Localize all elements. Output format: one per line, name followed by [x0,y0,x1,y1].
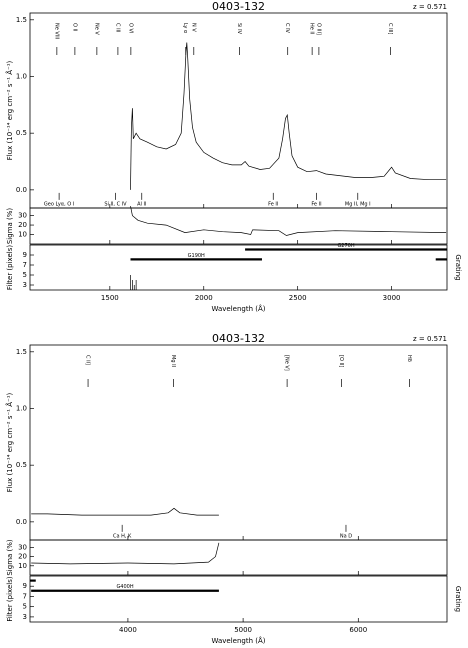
x-axis-label: Wavelength (Å) [211,304,265,313]
absorption-label: Fe II [311,201,321,207]
x-tick-label: 2500 [289,294,307,302]
absorption-label: Ca H, K [113,533,132,539]
emission-label: [Ne V] [284,355,290,371]
y-tick-label: 10 [18,231,27,239]
emission-label: Si IV [236,23,242,35]
y-tick-label: 20 [18,221,27,229]
x-tick-label: 1500 [101,294,119,302]
y-tick-label: 10 [18,562,27,570]
y-tick-label: 7 [23,261,27,269]
panel-title: 0403-132 [212,332,265,345]
plot-frame [29,344,448,541]
grating-label: G190H [188,253,205,259]
y-tick-label: 0.5 [16,461,27,469]
flux-line [130,42,447,190]
panel-title: 0403-132 [212,0,265,13]
emission-label: Ly α [182,23,188,34]
y-tick-label: 30 [18,212,27,220]
emission-label: Hδ [406,355,412,362]
y-axis-label: Filter (pixels) [6,245,14,291]
emission-label: [O II] [338,355,344,367]
emission-label: O II [71,23,77,31]
absorption-label: Geo Lyα, O I [44,201,74,207]
y-tick-label: 7 [23,592,27,600]
redshift: z = 0.571 [413,3,447,11]
emission-label: He II [309,23,315,34]
y-tick-label: 1.0 [16,404,27,412]
x-tick-label: 5000 [234,626,252,634]
absorption-label: Na D [340,533,352,539]
absorption-label: Si II, C IV [104,201,127,207]
y-tick-label: 0.5 [16,129,27,137]
y-tick-label: 9 [23,582,27,590]
y-tick-label: 20 [18,553,27,561]
y-tick-label: 1.0 [16,72,27,80]
plot-frame [29,244,448,291]
plot-frame [29,539,448,576]
absorption-label: Mg II, Mg I [345,201,371,207]
y-tick-label: 5 [23,603,27,611]
flux-line [31,507,219,516]
y-axis-label: Sigma (%) [6,539,14,576]
plot-frame [29,207,448,245]
y-tick-label: 3 [23,281,27,289]
y-tick-label: 9 [23,251,27,259]
sigma-line [31,542,220,565]
y-tick-label: 30 [18,543,27,551]
grating-label: G400H [116,584,133,590]
emission-label: Ne V [93,23,99,35]
emission-label: N V [190,23,196,32]
emission-label: Mg II [170,355,176,367]
plot-frame [29,575,448,623]
x-tick-label: 6000 [349,626,367,634]
x-tick-label: 3000 [383,294,401,302]
emission-label: C III [114,23,120,33]
emission-label: Ne VIII [53,23,59,39]
y-axis-label: Sigma (%) [6,208,14,245]
y-tick-label: 1.5 [16,348,27,356]
emission-label: C III] [387,23,393,35]
y-axis-label: Filter (pixels) [6,576,14,622]
y-axis-label: Flux (10⁻¹⁴ erg cm⁻² s⁻¹ Å⁻¹) [5,61,14,161]
emission-label: C IV [284,23,290,34]
y-axis-label: Flux (10⁻¹⁴ erg cm⁻² s⁻¹ Å⁻¹) [5,393,14,493]
y-tick-label: 0.0 [16,518,27,526]
y-tick-label: 0.0 [16,186,27,194]
y-tick-label: 3 [23,613,27,621]
absorption-label: Al II [137,201,146,207]
redshift: z = 0.571 [413,335,447,343]
absorption-label: Fe II [268,201,278,207]
sigma-line [130,206,447,236]
grating-label: G270H [337,243,354,249]
x-tick-label: 4000 [119,626,137,634]
x-axis-label: Wavelength (Å) [211,636,265,645]
plot-frame [29,12,448,209]
emission-label: O VI [127,23,133,33]
y-tick-label: 1.5 [16,16,27,24]
x-tick-label: 2000 [195,294,213,302]
grating-axis-label: Grating [454,586,462,612]
grating-axis-label: Grating [454,254,462,280]
y-tick-label: 5 [23,271,27,279]
emission-label: C II] [85,355,91,365]
emission-label: O III] [315,23,321,35]
